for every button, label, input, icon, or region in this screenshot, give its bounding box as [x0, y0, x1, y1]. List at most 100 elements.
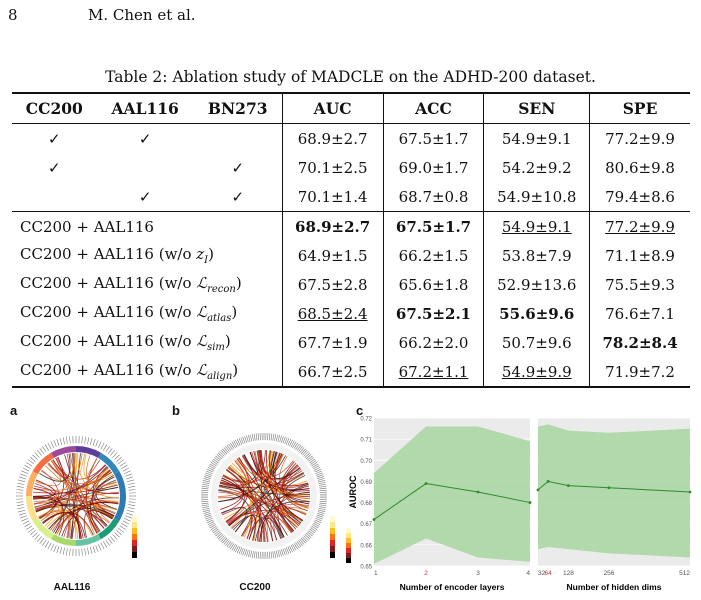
x-tick-label: 4: [526, 570, 530, 577]
node-label-tick: [317, 513, 325, 516]
node-label-tick: [272, 433, 275, 441]
table-row: ✓ ✓ 70.1±2.5 69.0±1.7 54.2±9.2 80.6±9.8: [12, 153, 690, 182]
ring-segment: [75, 534, 101, 546]
node-label-tick: [268, 551, 271, 559]
table-header-row: CC200 AAL116 BN273 AUC ACC SEN SPE: [12, 93, 690, 124]
node-label-tick: [318, 480, 326, 483]
spe-cell: 71.1±8.9: [589, 241, 690, 270]
node-label-tick: [28, 459, 34, 465]
check-cell: ✓: [231, 158, 245, 177]
connection-link: [231, 462, 310, 496]
node-label-tick: [240, 437, 244, 445]
mean-point: [567, 484, 570, 488]
node-label-tick: [312, 522, 320, 527]
table-row: CC200 + AAL116 (w/o ℒatlas) 68.5±2.4 67.…: [12, 299, 690, 328]
node-label-tick: [65, 436, 68, 444]
y-tick-label: 0.67: [360, 522, 372, 528]
x-tick-label: 64: [545, 570, 553, 577]
auc-cell: 68.9±2.7: [281, 123, 384, 153]
node-label-tick: [30, 530, 36, 536]
connection-link: [85, 458, 98, 535]
node-label-tick: [211, 460, 218, 465]
connection-link: [231, 514, 268, 542]
spe-cell: 75.5±9.3: [589, 270, 690, 299]
sen-cell: 54.9±9.9: [483, 357, 590, 387]
x-axis-label: Number of encoder layers: [400, 582, 505, 592]
connection-link: [219, 472, 304, 488]
node-label-tick: [318, 509, 326, 512]
colorbar-swatch: [132, 552, 137, 558]
table-row: ✓ ✓ 70.1±1.4 68.7±0.8 54.9±10.8 79.4±8.6: [12, 182, 690, 212]
connection-link: [254, 500, 310, 542]
node-label-tick: [24, 523, 31, 528]
check-cell: ✓: [48, 158, 61, 177]
connection-link: [222, 474, 245, 523]
sen-cell: 50.7±9.6: [483, 328, 590, 357]
node-label-tick: [255, 551, 258, 559]
connection-link: [223, 473, 305, 520]
auc-cell: 68.9±2.7: [281, 211, 384, 241]
connection-link: [83, 510, 114, 538]
node-label-tick: [87, 437, 90, 445]
col-header-bn273: BN273: [207, 99, 268, 118]
node-label-tick: [219, 451, 225, 457]
node-label-tick: [84, 436, 87, 444]
node-label-tick: [223, 447, 229, 454]
node-label-tick: [112, 534, 118, 540]
connection-link: [270, 461, 295, 542]
node-label-tick: [319, 487, 327, 490]
node-label-tick: [126, 476, 133, 480]
config-label: CC200 + AAL116 (w/o ℒrecon): [20, 274, 242, 295]
acc-cell: 66.2±2.0: [382, 328, 484, 357]
node-label-tick: [279, 435, 282, 443]
node-label-tick: [310, 460, 317, 465]
node-label-tick: [306, 455, 313, 461]
node-label-tick: [300, 537, 306, 544]
x-tick-label: 32: [538, 570, 546, 577]
check-cell: ✓: [48, 129, 61, 148]
node-label-tick: [302, 449, 308, 456]
node-label-tick: [65, 548, 68, 556]
node-label-tick: [220, 536, 226, 543]
check-cell: ✓: [138, 187, 152, 206]
node-label-tick: [251, 550, 254, 558]
node-label-tick: [216, 532, 223, 538]
node-label-tick: [287, 546, 292, 554]
col-header-acc: ACC: [382, 93, 484, 124]
node-label-tick: [204, 514, 212, 518]
node-label-tick: [275, 550, 279, 558]
spe-cell: 76.6±7.1: [589, 299, 690, 328]
sen-cell: 54.9±10.8: [483, 182, 590, 212]
node-label-tick: [208, 522, 216, 527]
node-label-tick: [292, 441, 297, 448]
node-label-tick: [231, 441, 236, 448]
check-cell: ✓: [231, 187, 245, 206]
auc-cell: 66.7±2.5: [281, 357, 384, 387]
y-tick-label: 0.68: [360, 501, 372, 507]
node-label-tick: [22, 467, 30, 472]
node-label-tick: [299, 538, 305, 545]
node-label-tick: [229, 543, 235, 550]
node-label-tick: [225, 540, 230, 546]
node-label-tick: [249, 550, 253, 558]
connection-link: [274, 452, 300, 527]
node-label-tick: [308, 530, 314, 535]
y-tick-label: 0.69: [360, 480, 372, 486]
node-label-tick: [89, 438, 93, 446]
connection-link: [251, 451, 303, 481]
node-label-tick: [202, 507, 210, 511]
node-label-tick: [277, 434, 280, 442]
connection-link: [273, 516, 285, 539]
auc-cell: 70.1±1.4: [281, 182, 384, 212]
node-label-tick: [217, 534, 224, 540]
ring-segment: [114, 495, 126, 521]
node-label-tick: [214, 457, 220, 462]
node-label-tick: [114, 454, 120, 460]
ring-segment: [75, 446, 101, 458]
panel-b-label: CC200: [239, 582, 271, 593]
node-label-tick: [81, 548, 83, 556]
node-label-tick: [319, 504, 327, 507]
colorbar-swatch: [132, 516, 137, 522]
node-label-tick: [34, 534, 40, 540]
ring-segment: [51, 534, 77, 546]
